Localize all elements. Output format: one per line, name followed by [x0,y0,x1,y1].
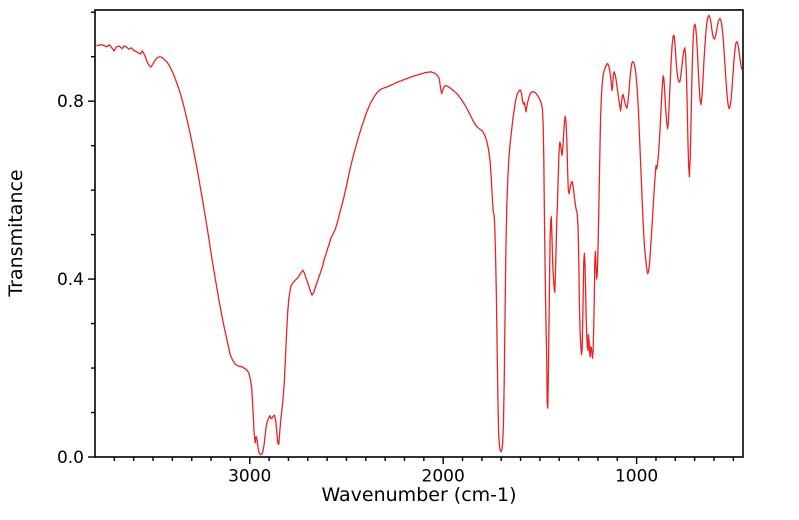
x-tick-label: 3000 [228,467,271,487]
x-tick-label: 2000 [422,467,465,487]
spectrum-line [96,14,743,456]
axis-tick-labels: 3000 2000 1000 0.0 0.4 0.8 [57,92,658,486]
y-tick-label: 0.8 [57,92,84,112]
y-tick-label: 0.0 [57,448,84,468]
x-axis-label: Wavenumber (cm-1) [321,484,516,506]
y-axis-label: Transmitance [5,169,27,297]
plot-border [94,9,744,458]
x-tick-label: 1000 [615,467,658,487]
y-tick-label: 0.4 [57,270,84,290]
